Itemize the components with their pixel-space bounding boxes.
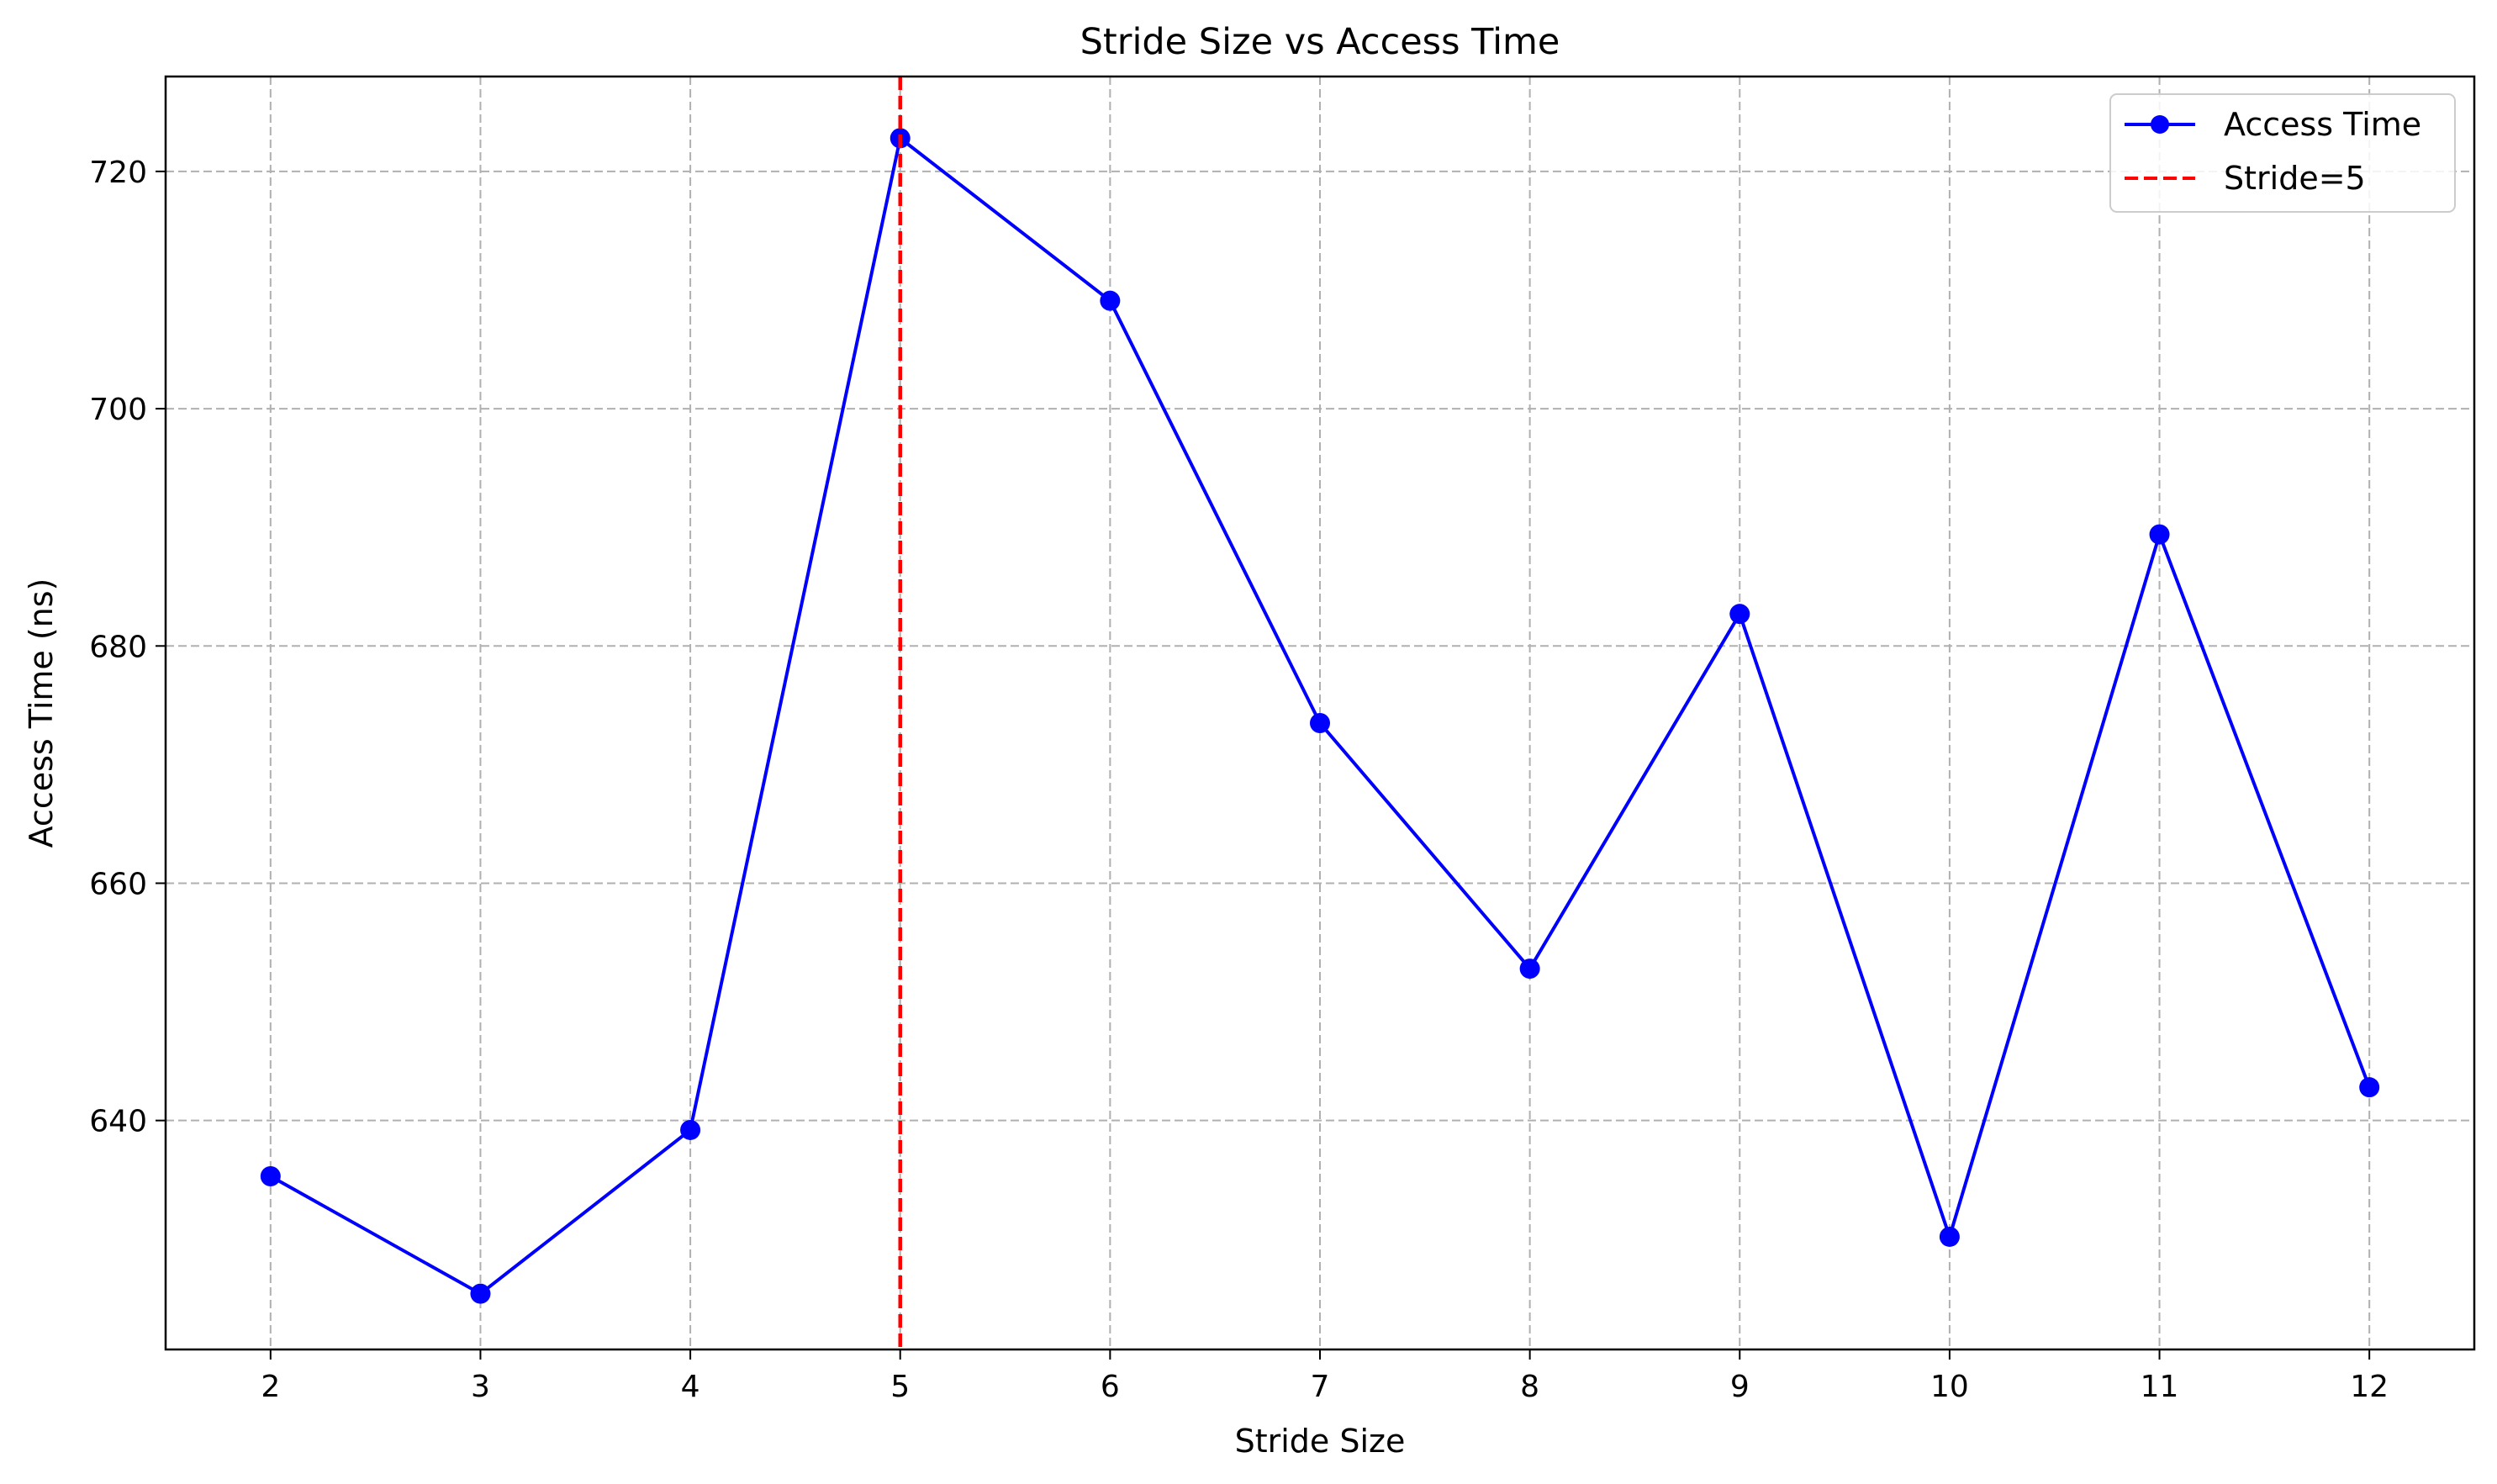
x-tick-label: 9 bbox=[1730, 1370, 1750, 1404]
legend-label-stride-5: Stride=5 bbox=[2224, 160, 2366, 197]
data-point bbox=[1310, 712, 1330, 733]
x-tick-label: 2 bbox=[261, 1370, 280, 1404]
x-tick-label: 7 bbox=[1311, 1370, 1330, 1404]
x-axis-ticks: 2 3 4 5 6 7 8 9 10 11 12 bbox=[261, 1349, 2389, 1404]
x-tick-label: 10 bbox=[1930, 1370, 1969, 1404]
data-point bbox=[1939, 1226, 1960, 1247]
data-point bbox=[680, 1119, 701, 1140]
x-axis-label: Stride Size bbox=[1235, 1423, 1406, 1460]
x-tick-label: 6 bbox=[1101, 1370, 1120, 1404]
data-point bbox=[260, 1165, 281, 1186]
x-tick-label: 11 bbox=[2141, 1370, 2179, 1404]
data-point bbox=[1100, 290, 1121, 311]
y-tick-label: 640 bbox=[89, 1105, 147, 1139]
y-axis-ticks: 640 660 680 700 720 bbox=[89, 156, 166, 1139]
legend-marker-access-time bbox=[2151, 115, 2169, 134]
plot-area bbox=[260, 77, 2380, 1349]
x-tick-label: 8 bbox=[1520, 1370, 1539, 1404]
x-tick-label: 12 bbox=[2350, 1370, 2389, 1404]
y-tick-label: 720 bbox=[89, 156, 147, 190]
data-point bbox=[470, 1283, 491, 1304]
y-tick-label: 700 bbox=[89, 393, 147, 427]
legend-label-access-time: Access Time bbox=[2224, 106, 2421, 143]
data-point bbox=[2149, 524, 2170, 545]
legend-box bbox=[2109, 93, 2456, 213]
x-tick-label: 3 bbox=[471, 1370, 490, 1404]
x-tick-label: 4 bbox=[681, 1370, 700, 1404]
legend: Access Time Stride=5 bbox=[2109, 93, 2456, 213]
y-tick-label: 660 bbox=[89, 867, 147, 901]
data-point bbox=[1519, 959, 1540, 980]
y-axis-label: Access Time (ns) bbox=[23, 578, 60, 848]
data-point bbox=[1729, 604, 1750, 625]
y-tick-label: 680 bbox=[89, 630, 147, 664]
x-tick-label: 5 bbox=[890, 1370, 910, 1404]
data-point bbox=[2359, 1077, 2380, 1098]
grid-lines bbox=[166, 77, 2474, 1349]
chart-title: Stride Size vs Access Time bbox=[1080, 21, 1560, 63]
